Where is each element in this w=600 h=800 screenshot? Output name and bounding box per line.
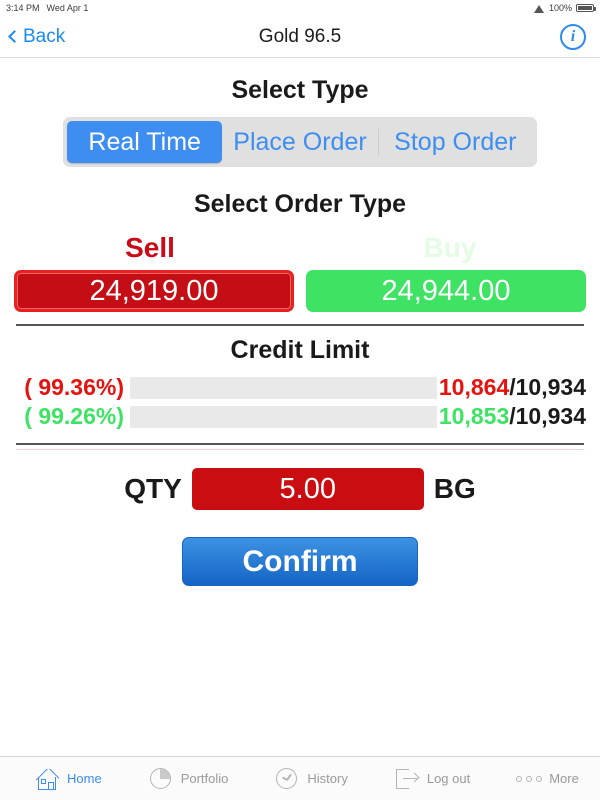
home-icon <box>34 766 60 792</box>
credit-progress-bar <box>130 376 437 399</box>
tab-logout-label: Log out <box>426 771 471 786</box>
status-bar-right: 100% <box>534 3 596 13</box>
more-dots-icon <box>516 766 543 792</box>
logout-icon <box>394 766 420 792</box>
quantity-label: QTY <box>124 473 182 504</box>
page-title: Gold 96.5 <box>258 25 342 47</box>
credit-progress-bar <box>130 405 437 428</box>
divider-top <box>16 324 584 326</box>
clock-icon <box>274 766 300 792</box>
select-order-type-heading: Select Order Type <box>193 190 407 218</box>
credit-limit-row: ( 99.36%) 10,864 / 10,934 <box>14 373 586 402</box>
confirm-button[interactable]: Confirm <box>182 537 418 586</box>
tab-bar: Home Portfolio History Log out More <box>0 756 600 800</box>
quantity-row: QTY 5.00 BG <box>0 468 600 510</box>
credit-separator: / <box>509 403 516 429</box>
credit-used-value: 10,864 <box>438 374 510 400</box>
quantity-input[interactable]: 5.00 <box>191 468 424 510</box>
credit-limit-row: ( 99.26%) 10,853 / 10,934 <box>14 402 586 431</box>
tab-history-label: History <box>307 771 348 786</box>
battery-percent-label: 100% <box>548 3 572 13</box>
divider-bottom <box>16 443 584 445</box>
select-type-segmented-control[interactable]: Real Time Place Order Stop Order <box>63 117 537 167</box>
credit-limit-rows: ( 99.36%) 10,864 / 10,934 ( 99.26%) 10,8… <box>0 373 600 431</box>
credit-total-value: 10,934 <box>515 403 586 429</box>
credit-used-value: 10,853 <box>438 403 510 429</box>
tab-home[interactable]: Home <box>34 766 102 792</box>
back-button-label: Back <box>23 25 66 47</box>
quantity-value: 5.00 <box>279 472 336 505</box>
segment-stop-order[interactable]: Stop Order <box>377 121 533 163</box>
price-buttons-row: 24,919.00 24,944.00 <box>0 270 600 312</box>
pie-chart-icon <box>148 766 174 792</box>
status-bar-left: 3:14 PM Wed Apr 1 <box>6 3 88 13</box>
confirm-row: Confirm <box>0 537 600 586</box>
segment-place-order-label: Place Order <box>233 127 367 156</box>
credit-percent-label: ( 99.26%) <box>24 403 124 429</box>
info-circle-icon[interactable]: i <box>560 23 586 50</box>
segment-real-time-label: Real Time <box>88 127 201 156</box>
tab-more-label: More <box>549 771 579 786</box>
select-type-heading: Select Type <box>231 76 369 104</box>
tab-home-label: Home <box>67 771 102 786</box>
buy-price-value: 24,944.00 <box>381 274 511 307</box>
battery-full-icon <box>576 4 596 12</box>
main-content: Select Type Real Time Place Order Stop O… <box>0 58 600 756</box>
back-button[interactable]: Back <box>8 25 66 48</box>
order-side-labels: Sell Buy <box>0 232 600 264</box>
status-time: 3:14 PM <box>6 3 40 13</box>
buy-label: Buy <box>423 232 477 263</box>
wifi-icon <box>534 4 545 13</box>
credit-separator: / <box>509 374 516 400</box>
credit-limit-heading: Credit Limit <box>230 336 370 364</box>
credit-percent-label: ( 99.36%) <box>24 374 124 400</box>
status-date: Wed Apr 1 <box>46 3 89 13</box>
segment-stop-order-label: Stop Order <box>394 127 517 156</box>
chevron-left-icon <box>8 30 21 43</box>
quantity-unit-label: BG <box>433 473 476 504</box>
tab-portfolio[interactable]: Portfolio <box>148 766 229 792</box>
confirm-button-label: Confirm <box>242 544 358 578</box>
buy-price-button[interactable]: 24,944.00 <box>306 270 586 312</box>
credit-total-value: 10,934 <box>515 374 586 400</box>
divider-accent <box>16 449 584 450</box>
tab-portfolio-label: Portfolio <box>180 771 229 786</box>
tab-more[interactable]: More <box>516 766 579 792</box>
tab-logout[interactable]: Log out <box>394 766 470 792</box>
tab-history[interactable]: History <box>274 766 348 792</box>
navigation-bar: Back Gold 96.5 i <box>0 16 600 58</box>
segment-real-time[interactable]: Real Time <box>67 121 223 163</box>
segment-place-order[interactable]: Place Order <box>222 121 377 163</box>
status-bar: 3:14 PM Wed Apr 1 100% <box>0 0 600 16</box>
sell-price-button[interactable]: 24,919.00 <box>14 270 294 312</box>
sell-price-value: 24,919.00 <box>89 274 219 307</box>
sell-label: Sell <box>125 232 175 263</box>
